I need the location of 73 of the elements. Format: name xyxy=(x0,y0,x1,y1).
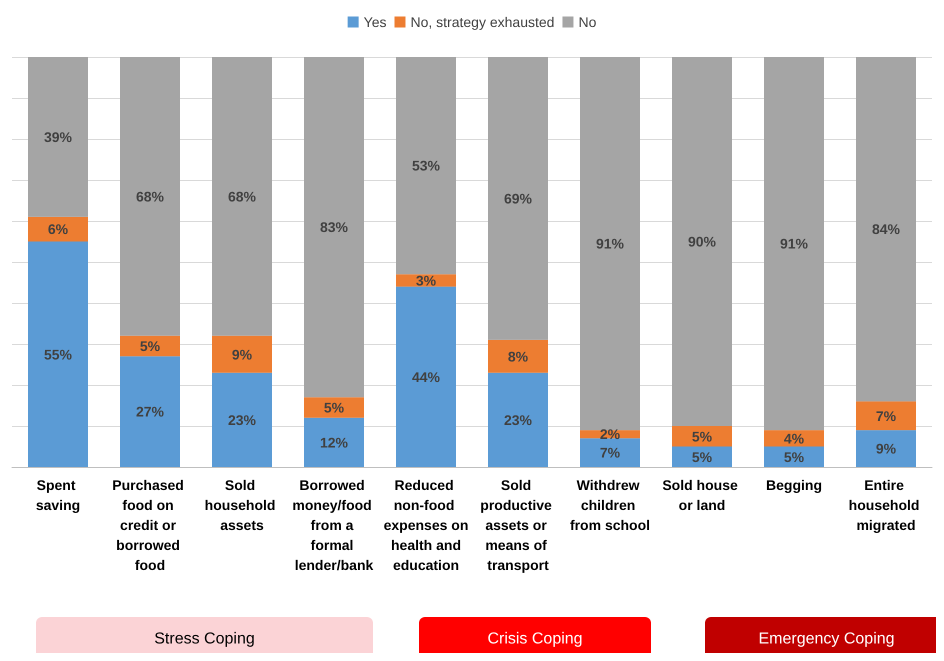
bar xyxy=(304,418,364,467)
data-label: 4% xyxy=(784,430,805,446)
data-label: 7% xyxy=(876,408,897,424)
bar xyxy=(396,286,456,467)
bar xyxy=(488,340,548,373)
data-label: 23% xyxy=(228,412,257,428)
data-label: 27% xyxy=(136,404,165,420)
data-label: 83% xyxy=(320,219,349,236)
bar xyxy=(580,438,640,467)
x-tick-label: Spent saving xyxy=(36,477,80,513)
bar xyxy=(28,242,88,467)
data-label: 44% xyxy=(412,368,441,385)
bar xyxy=(396,57,456,274)
data-label: 5% xyxy=(692,448,713,465)
data-label: 68% xyxy=(136,188,165,204)
data-label: 91% xyxy=(780,236,809,252)
bar xyxy=(120,336,180,356)
data-label: 55% xyxy=(44,346,73,362)
legend-label: Yes xyxy=(364,14,386,30)
bar xyxy=(28,57,88,217)
bar xyxy=(212,336,272,373)
bar xyxy=(672,446,732,467)
x-tick-label: Begging xyxy=(766,477,822,493)
x-tick-label: Reduced non-food expenses on health and education xyxy=(384,477,468,573)
x-tick-label: Purchased food on credit or borrowed food xyxy=(112,477,188,573)
data-label: 39% xyxy=(44,128,73,145)
bar xyxy=(488,372,548,467)
bar xyxy=(580,57,640,430)
bar xyxy=(672,57,732,426)
text: Stress Coping xyxy=(154,630,255,648)
bar xyxy=(120,57,180,336)
legend-label: No, strategy exhausted xyxy=(410,14,554,30)
x-tick-label: Sold productive assets or means of transport xyxy=(480,477,556,573)
data-label: 8% xyxy=(508,348,529,364)
legend-label: No xyxy=(578,14,597,30)
x-tick-label: Entire household migrated xyxy=(848,477,924,533)
data-label: 2% xyxy=(600,426,621,442)
data-label: 9% xyxy=(232,346,253,362)
data-label: 69% xyxy=(504,190,533,206)
data-label: 5% xyxy=(692,428,713,444)
bar xyxy=(856,57,916,402)
data-label: 3% xyxy=(416,272,437,288)
data-label: 6% xyxy=(48,221,69,238)
bar xyxy=(212,372,272,467)
bar xyxy=(764,57,824,430)
data-label: 68% xyxy=(228,188,257,204)
data-label: 5% xyxy=(324,400,345,416)
data-label: 23% xyxy=(504,412,533,428)
data-label: 5% xyxy=(140,338,161,354)
bar xyxy=(856,430,916,467)
x-tick-label: Sold household assets xyxy=(204,477,280,533)
bar xyxy=(212,57,272,336)
bar xyxy=(28,216,88,242)
data-label: 91% xyxy=(596,236,625,252)
bar xyxy=(120,356,180,467)
x-tick-label: Sold house or land xyxy=(662,477,742,513)
x-tick-label: Withdrew children from school xyxy=(570,477,650,533)
data-label: 7% xyxy=(600,444,621,461)
data-label: 5% xyxy=(784,448,805,465)
text: Emergency Coping xyxy=(758,630,895,648)
bar xyxy=(304,57,364,398)
bar xyxy=(856,401,916,430)
text: Crisis Coping xyxy=(487,630,583,648)
data-label: 12% xyxy=(320,434,349,450)
data-label: 53% xyxy=(412,158,441,174)
x-tick-label: Borrowed money/food from a formal lender/bank xyxy=(292,477,376,573)
bar xyxy=(304,397,364,418)
bar xyxy=(672,426,732,446)
data-label: 90% xyxy=(688,234,717,250)
bar xyxy=(764,446,824,467)
data-label: 84% xyxy=(872,221,901,238)
data-label: 9% xyxy=(876,440,897,457)
bar xyxy=(488,57,548,340)
